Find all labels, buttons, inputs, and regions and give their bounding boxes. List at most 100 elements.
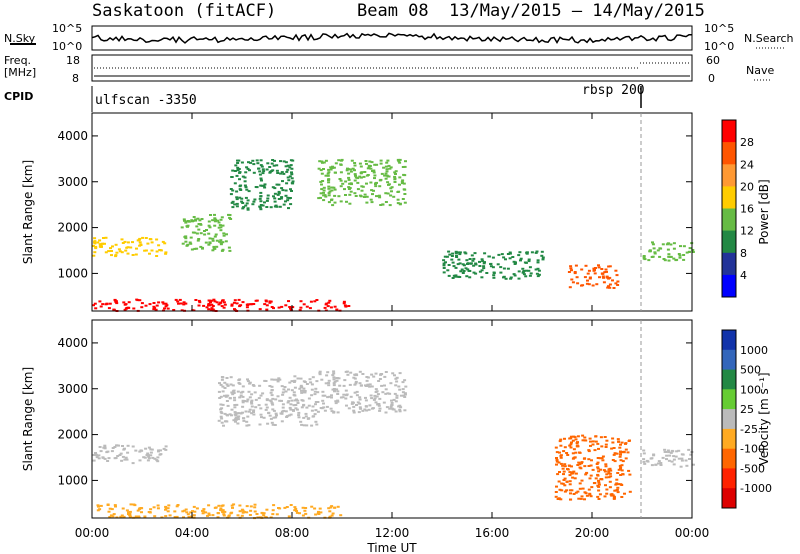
data-cell [327, 201, 331, 204]
data-cell [621, 473, 625, 476]
data-band [318, 370, 408, 414]
data-cell [607, 470, 611, 473]
data-cell [620, 441, 624, 444]
data-cell [480, 276, 484, 279]
data-cell [366, 383, 370, 386]
data-cell [156, 504, 160, 507]
data-cell [242, 417, 245, 420]
data-cell [321, 394, 325, 397]
data-cell [220, 417, 224, 420]
data-cell [665, 454, 669, 457]
data-cell [559, 444, 563, 447]
data-cell [118, 454, 122, 456]
data-cell [279, 160, 282, 163]
data-cell [117, 248, 121, 251]
data-cell [299, 386, 303, 389]
data-cell [310, 409, 314, 412]
data-cell [301, 514, 305, 517]
data-cell [269, 516, 273, 519]
data-cell [361, 373, 365, 375]
data-cell [309, 300, 313, 303]
data-cell [265, 168, 269, 171]
data-cell [184, 221, 188, 224]
data-cell [272, 195, 275, 198]
data-cell [383, 375, 387, 378]
data-cell [204, 511, 208, 514]
data-cell [628, 473, 632, 476]
data-cell [569, 443, 573, 446]
data-cell [214, 218, 218, 221]
data-cell [217, 303, 221, 306]
data-cell [581, 434, 585, 437]
data-cell [218, 397, 222, 399]
data-cell [348, 182, 352, 185]
data-cell [219, 509, 223, 512]
data-cell [355, 394, 359, 397]
data-cell [392, 398, 396, 401]
data-cell [98, 508, 102, 511]
data-cell [273, 159, 276, 162]
data-cell [393, 374, 396, 377]
data-cell [224, 240, 228, 243]
data-cell [271, 397, 275, 400]
data-cell [353, 383, 357, 386]
colorbar-tick-label: -500 [740, 462, 765, 475]
data-cell [213, 217, 217, 220]
data-cell [308, 307, 312, 310]
data-cell [280, 385, 284, 388]
data-cell [399, 406, 403, 409]
data-cell [375, 163, 379, 166]
data-band [92, 236, 168, 258]
data-cell [225, 394, 229, 397]
data-cell [249, 161, 253, 164]
data-cell [373, 397, 377, 400]
data-cell [219, 239, 223, 242]
data-cell [451, 261, 455, 264]
data-cell [581, 439, 585, 442]
data-cell [147, 457, 151, 460]
data-cell [336, 390, 340, 393]
data-cell [127, 513, 130, 515]
data-cell [688, 247, 692, 250]
data-cell [252, 384, 256, 387]
data-cell [664, 451, 668, 453]
data-cell [292, 393, 296, 396]
data-cell [451, 252, 455, 255]
data-cell [211, 305, 215, 307]
data-cell [295, 510, 298, 512]
data-cell [308, 378, 312, 381]
data-cell [394, 384, 398, 387]
data-cell [386, 159, 390, 162]
data-cell [222, 234, 226, 237]
data-cell [336, 393, 340, 395]
data-cell [599, 436, 603, 439]
data-cell [246, 208, 250, 211]
data-cell [398, 161, 402, 164]
data-cell [628, 490, 632, 493]
data-cell [368, 160, 372, 163]
data-cell [381, 391, 385, 394]
data-cell [281, 189, 285, 192]
data-cell [258, 205, 262, 208]
data-cell [447, 274, 451, 277]
data-cell [280, 420, 284, 423]
data-cell [132, 503, 136, 506]
data-cell [678, 256, 682, 259]
data-cell [568, 474, 572, 477]
data-cell [181, 242, 185, 245]
data-cell [608, 265, 612, 268]
data-cell [615, 478, 619, 481]
data-cell [265, 399, 269, 402]
colorbar-tick-label: -100 [740, 443, 765, 456]
data-cell [597, 483, 601, 486]
data-cell [269, 391, 273, 394]
data-cell [326, 396, 330, 399]
data-cell [327, 384, 331, 387]
data-cell [207, 308, 211, 311]
data-cell [395, 396, 399, 399]
data-cell [373, 177, 376, 180]
data-cell [217, 221, 221, 224]
data-cell [240, 161, 244, 164]
data-cell [210, 299, 214, 302]
data-cell [688, 458, 691, 460]
